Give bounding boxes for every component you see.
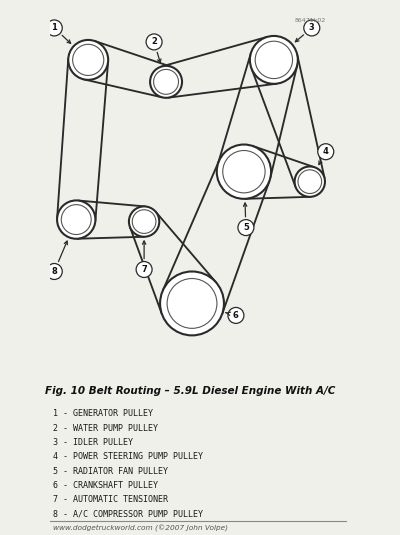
- Circle shape: [228, 308, 244, 323]
- Text: 7 - AUTOMATIC TENSIONER: 7 - AUTOMATIC TENSIONER: [54, 495, 168, 505]
- Text: 5 - RADIATOR FAN PULLEY: 5 - RADIATOR FAN PULLEY: [54, 467, 168, 476]
- Circle shape: [68, 40, 108, 80]
- Circle shape: [136, 262, 152, 278]
- Text: 6: 6: [233, 311, 239, 320]
- Circle shape: [238, 219, 254, 235]
- Text: 4 - POWER STEERING PUMP PULLEY: 4 - POWER STEERING PUMP PULLEY: [54, 453, 204, 461]
- Circle shape: [46, 264, 62, 279]
- Circle shape: [150, 66, 182, 98]
- Text: 3 - IDLER PULLEY: 3 - IDLER PULLEY: [54, 438, 134, 447]
- Circle shape: [217, 144, 271, 199]
- Text: 6 - CRANKSHAFT PULLEY: 6 - CRANKSHAFT PULLEY: [54, 481, 158, 490]
- Text: 1 - GENERATOR PULLEY: 1 - GENERATOR PULLEY: [54, 409, 154, 418]
- Text: 2 - WATER PUMP PULLEY: 2 - WATER PUMP PULLEY: [54, 424, 158, 433]
- Text: 3: 3: [309, 24, 315, 33]
- Text: 4: 4: [323, 147, 329, 156]
- Circle shape: [160, 271, 224, 335]
- Text: 2: 2: [151, 37, 157, 47]
- Circle shape: [129, 207, 159, 237]
- Circle shape: [146, 34, 162, 50]
- Circle shape: [304, 20, 320, 36]
- Text: 86471k02: 86471k02: [294, 18, 326, 23]
- Circle shape: [250, 36, 298, 84]
- Text: 7: 7: [141, 265, 147, 274]
- Circle shape: [295, 166, 325, 197]
- Circle shape: [318, 144, 334, 160]
- Text: www.dodgetruckworld.com (©2007 John Volpe): www.dodgetruckworld.com (©2007 John Volp…: [54, 525, 228, 532]
- Text: 5: 5: [243, 223, 249, 232]
- Text: 8: 8: [51, 267, 57, 276]
- Circle shape: [57, 201, 95, 239]
- Circle shape: [46, 20, 62, 36]
- Text: Fig. 10 Belt Routing – 5.9L Diesel Engine With A/C: Fig. 10 Belt Routing – 5.9L Diesel Engin…: [45, 386, 335, 396]
- Text: 1: 1: [51, 24, 57, 33]
- Text: 8 - A/C COMPRESSOR PUMP PULLEY: 8 - A/C COMPRESSOR PUMP PULLEY: [54, 510, 204, 519]
